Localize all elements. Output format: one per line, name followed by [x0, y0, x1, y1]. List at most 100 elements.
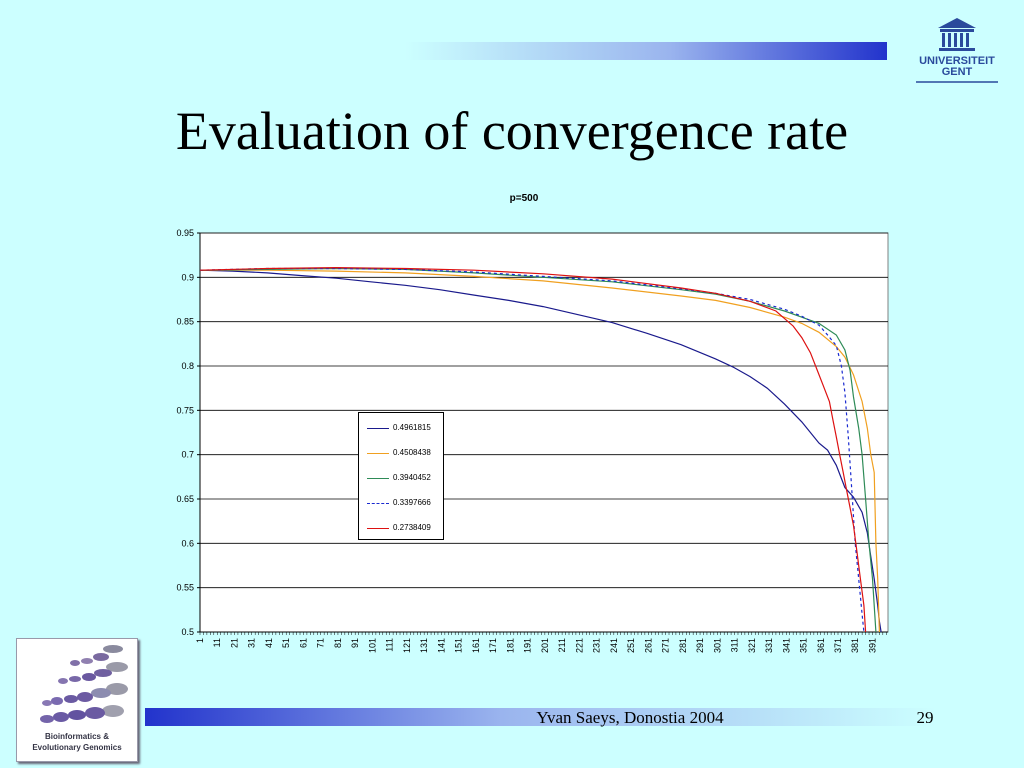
series-line-3 — [199, 267, 877, 633]
legend-label: 0.3940452 — [393, 473, 431, 482]
x-tick-label: 91 — [350, 638, 360, 648]
logo-dot — [64, 695, 78, 703]
dots-logo-icon — [40, 645, 128, 723]
x-tick-label: 361 — [816, 638, 826, 653]
university-name-line1: UNIVERSITEIT — [919, 55, 995, 67]
y-tick-label: 0.75 — [176, 405, 194, 415]
y-tick-label: 0.9 — [181, 272, 194, 282]
x-tick-label: 31 — [247, 638, 257, 648]
x-tick-label: 71 — [316, 638, 326, 648]
logo-dot — [70, 660, 80, 666]
x-tick-label: 241 — [609, 638, 619, 653]
legend-swatch — [367, 453, 389, 454]
page-number: 29 — [916, 708, 934, 727]
series-line-1 — [199, 269, 882, 633]
temple-roof-icon — [938, 18, 976, 28]
x-tick-label: 201 — [540, 638, 550, 653]
x-tick-label: 261 — [643, 638, 653, 653]
x-tick-label: 131 — [419, 638, 429, 653]
logo-dot — [93, 653, 109, 661]
x-tick-label: 391 — [867, 638, 877, 653]
x-tick-label: 301 — [712, 638, 722, 653]
x-tick-label: 171 — [488, 638, 498, 653]
logo-dot — [106, 662, 128, 672]
logo-dot — [42, 700, 52, 706]
logo-dot — [51, 697, 63, 705]
series-line-2 — [200, 269, 880, 633]
legend-label: 0.4961815 — [393, 423, 431, 432]
legend-label: 0.2738409 — [393, 523, 431, 532]
y-tick-label: 0.8 — [181, 361, 194, 371]
series-line-4 — [199, 267, 865, 633]
bottom-gradient-bar — [145, 708, 936, 726]
x-tick-label: 371 — [833, 638, 843, 653]
x-tick-label: 121 — [402, 638, 412, 653]
x-tick-label: 21 — [229, 638, 239, 648]
logo-dot — [82, 673, 96, 681]
university-logo: UNIVERSITEIT GENT — [916, 18, 998, 83]
legend-label: 0.4508438 — [393, 448, 431, 457]
x-tick-label: 191 — [523, 638, 533, 653]
x-tick-label: 351 — [799, 638, 809, 653]
logo-dot — [53, 712, 69, 722]
legend-swatch — [367, 428, 389, 429]
x-tick-label: 11 — [212, 638, 222, 647]
logo-dot — [103, 645, 123, 653]
x-tick-label: 281 — [678, 638, 688, 653]
y-tick-label: 0.6 — [181, 538, 194, 548]
x-tick-label: 161 — [471, 638, 481, 653]
x-tick-label: 111 — [385, 638, 395, 652]
legend-swatch — [367, 503, 389, 504]
x-tick-label: 61 — [298, 638, 308, 648]
logo-dot — [106, 683, 128, 695]
logo-dot — [68, 710, 86, 720]
top-gradient-bar — [405, 42, 887, 60]
series-line-5 — [199, 266, 867, 633]
logo-dot — [102, 705, 124, 717]
logo-dot — [69, 676, 81, 682]
x-tick-label: 331 — [764, 638, 774, 653]
x-tick-label: 151 — [454, 638, 464, 653]
x-tick-label: 141 — [436, 638, 446, 653]
y-tick-label: 0.95 — [176, 228, 194, 238]
legend-swatch — [367, 528, 389, 529]
x-tick-label: 271 — [661, 638, 671, 653]
logo-dot — [85, 707, 105, 719]
university-name-line2: GENT — [942, 66, 973, 78]
legend-swatch — [367, 478, 389, 479]
x-tick-label: 381 — [850, 638, 860, 653]
x-tick-label: 291 — [695, 638, 705, 653]
x-tick-label: 321 — [747, 638, 757, 653]
x-tick-label: 101 — [367, 638, 377, 653]
group-name-line2: Evolutionary Genomics — [32, 743, 122, 752]
plot-area — [199, 232, 889, 633]
x-tick-label: 181 — [505, 638, 515, 653]
slide-title: Evaluation of convergence rate — [175, 101, 849, 161]
logo-dot — [81, 658, 93, 664]
x-tick-label: 81 — [333, 638, 343, 648]
logo-dot — [40, 715, 54, 723]
x-tick-label: 221 — [574, 638, 584, 653]
x-tick-label: 311 — [730, 638, 740, 652]
y-tick-label: 0.5 — [181, 627, 194, 637]
x-tick-label: 231 — [592, 638, 602, 653]
logo-dot — [77, 692, 93, 702]
chart-legend: 0.4961815 0.4508438 0.3940452 0.3397666 0.27… — [358, 412, 444, 540]
x-tick-label: 341 — [781, 638, 791, 653]
legend-label: 0.3397666 — [393, 498, 431, 507]
x-tick-label: 41 — [264, 638, 274, 648]
chart-title: p=500 — [510, 193, 539, 204]
y-tick-label: 0.55 — [176, 583, 194, 593]
y-tick-label: 0.85 — [176, 317, 194, 327]
logo-dot — [58, 678, 68, 684]
logo-dot — [91, 688, 111, 698]
x-tick-label: 211 — [557, 638, 567, 652]
bioinformatics-logo: Bioinformatics & Evolutionary Genomics — [16, 638, 138, 762]
x-tick-label: 1 — [195, 638, 205, 643]
x-tick-label: 251 — [626, 638, 636, 653]
y-tick-label: 0.65 — [176, 494, 194, 504]
convergence-chart: p=500 0.95 0.9 0.85 0.8 0.75 0.7 0.65 0.6 0.55 0.5… — [176, 193, 889, 653]
group-name-line1: Bioinformatics & — [44, 732, 109, 741]
x-tick-label: 51 — [281, 638, 291, 648]
footer-text: Yvan Saeys, Donostia 2004 — [536, 708, 724, 727]
